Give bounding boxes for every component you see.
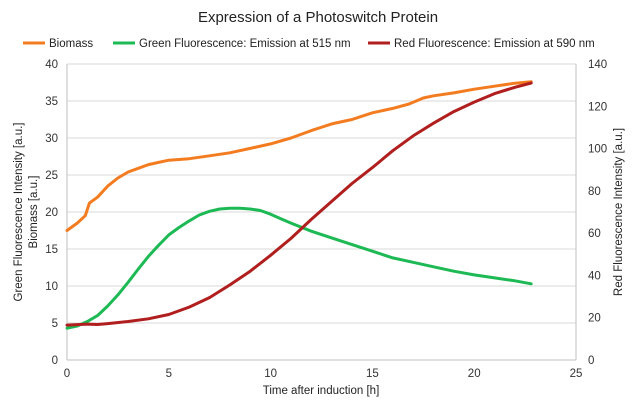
chart-title: Expression of a Photoswitch Protein — [198, 9, 438, 26]
x-tick-label: 0 — [64, 368, 70, 380]
series-line-1 — [65, 206, 533, 330]
legend-label: Green Fluorescence: Emission at 515 nm — [139, 38, 351, 50]
y-right-tick-label: 20 — [588, 313, 601, 325]
y-right-tick-label: 80 — [588, 186, 601, 198]
y-left-tick-label: 25 — [45, 170, 58, 182]
y-right-tick-label: 140 — [588, 59, 607, 71]
y-right-tick-label: 100 — [588, 144, 607, 156]
y-left-tick-label: 15 — [45, 244, 58, 256]
x-tick-label: 10 — [264, 368, 277, 380]
y-left-tick-label: 10 — [45, 281, 58, 293]
y-right-tick-label: 0 — [588, 355, 594, 367]
y-left-tick-label: 35 — [45, 96, 58, 108]
x-axis-title: Time after induction [h] — [263, 385, 380, 397]
axes — [66, 64, 577, 361]
x-tick-label: 15 — [366, 368, 379, 380]
y-left-tick-label: 30 — [45, 133, 58, 145]
y-right-tick-label: 60 — [588, 228, 601, 240]
y-left-axis-title-biomass: Biomass [a.u.] — [28, 176, 40, 249]
y-right-tick-label: 120 — [588, 101, 607, 113]
series-line-2 — [65, 81, 533, 327]
y-left-tick-label: 5 — [52, 318, 58, 330]
legend-label: Biomass — [49, 38, 93, 50]
y-left-tick-label: 40 — [45, 59, 58, 71]
legend-label: Red Fluorescence: Emission at 590 nm — [394, 38, 595, 50]
x-tick-label: 25 — [570, 368, 583, 380]
tick-labels: 0 5 10 15 20 25 30 35 40 0 20 40 60 80 100 120 140 0 5 10 15… — [45, 59, 607, 380]
x-tick-label: 20 — [468, 368, 481, 380]
y-left-tick-label: 0 — [52, 355, 58, 367]
series-line-0 — [65, 80, 533, 232]
legend: Biomass Green Fluorescence: Emission at 5… — [23, 38, 595, 50]
y-right-axis-title: Red Fluorescence Intensity [a.u.] — [613, 128, 625, 296]
x-tick-label: 5 — [166, 368, 172, 380]
y-left-axis-title-green: Green Fluorescence Intensity [a.u.] — [13, 123, 25, 302]
y-left-tick-label: 20 — [45, 207, 58, 219]
y-right-tick-label: 40 — [588, 270, 601, 282]
series-lines — [65, 80, 533, 330]
